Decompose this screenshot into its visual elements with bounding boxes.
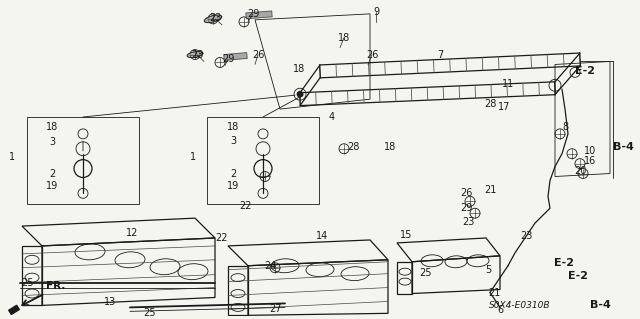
Text: 20: 20	[574, 166, 586, 175]
Text: 19: 19	[46, 182, 58, 191]
Text: 1: 1	[190, 152, 196, 162]
Text: 5: 5	[485, 265, 491, 275]
Text: 22: 22	[239, 201, 252, 211]
Circle shape	[297, 91, 303, 97]
Text: E-2: E-2	[554, 258, 574, 268]
Text: 18: 18	[293, 64, 305, 74]
Text: 23: 23	[520, 231, 532, 241]
Text: 29: 29	[222, 55, 234, 64]
Polygon shape	[204, 15, 221, 23]
Text: 2: 2	[49, 168, 55, 179]
Text: 15: 15	[400, 230, 412, 240]
Text: 23: 23	[462, 217, 474, 227]
Text: 18: 18	[338, 33, 350, 43]
Text: 16: 16	[584, 156, 596, 166]
Text: 24: 24	[264, 261, 276, 271]
Text: 12: 12	[126, 228, 138, 238]
Text: 25: 25	[22, 278, 35, 288]
Text: 8: 8	[562, 122, 568, 132]
Text: FR.: FR.	[46, 280, 65, 291]
Text: B-4: B-4	[590, 300, 611, 310]
Bar	[207, 117, 319, 204]
Text: 23: 23	[191, 49, 203, 60]
Text: 22: 22	[216, 233, 228, 243]
Text: 18: 18	[46, 122, 58, 132]
Text: 27: 27	[269, 304, 281, 314]
Text: 19: 19	[227, 182, 239, 191]
Text: 10: 10	[584, 146, 596, 156]
Text: 2: 2	[230, 168, 236, 179]
Text: 3: 3	[230, 136, 236, 146]
Text: 14: 14	[316, 231, 328, 241]
Text: B-4: B-4	[613, 142, 634, 152]
Text: 13: 13	[104, 297, 116, 308]
Text: 7: 7	[437, 49, 443, 60]
Text: 25: 25	[419, 268, 431, 278]
Text: 1: 1	[9, 152, 15, 162]
Text: 26: 26	[252, 49, 264, 60]
Text: 17: 17	[498, 102, 510, 112]
Text: E-2: E-2	[568, 271, 588, 281]
Text: 21: 21	[488, 287, 500, 298]
Text: 18: 18	[384, 142, 396, 152]
Text: 28: 28	[347, 142, 359, 152]
Polygon shape	[246, 11, 272, 19]
Text: S0X4-E0310B: S0X4-E0310B	[489, 301, 551, 310]
Text: 28: 28	[484, 99, 496, 109]
Text: 3: 3	[49, 137, 55, 147]
Text: 21: 21	[484, 185, 496, 195]
Text: 23: 23	[209, 13, 221, 23]
Polygon shape	[187, 51, 203, 58]
Text: 26: 26	[460, 188, 472, 198]
Text: 29: 29	[247, 9, 259, 19]
Text: 6: 6	[497, 305, 503, 315]
Text: E-2: E-2	[575, 66, 595, 76]
Text: 18: 18	[227, 122, 239, 132]
FancyArrow shape	[9, 305, 19, 315]
Bar	[27, 117, 139, 204]
Text: 11: 11	[502, 79, 514, 89]
Polygon shape	[224, 53, 247, 61]
Text: 26: 26	[366, 49, 378, 60]
Text: 29: 29	[460, 203, 472, 213]
Text: 25: 25	[144, 308, 156, 318]
Text: 9: 9	[373, 7, 379, 17]
Text: 4: 4	[329, 112, 335, 122]
